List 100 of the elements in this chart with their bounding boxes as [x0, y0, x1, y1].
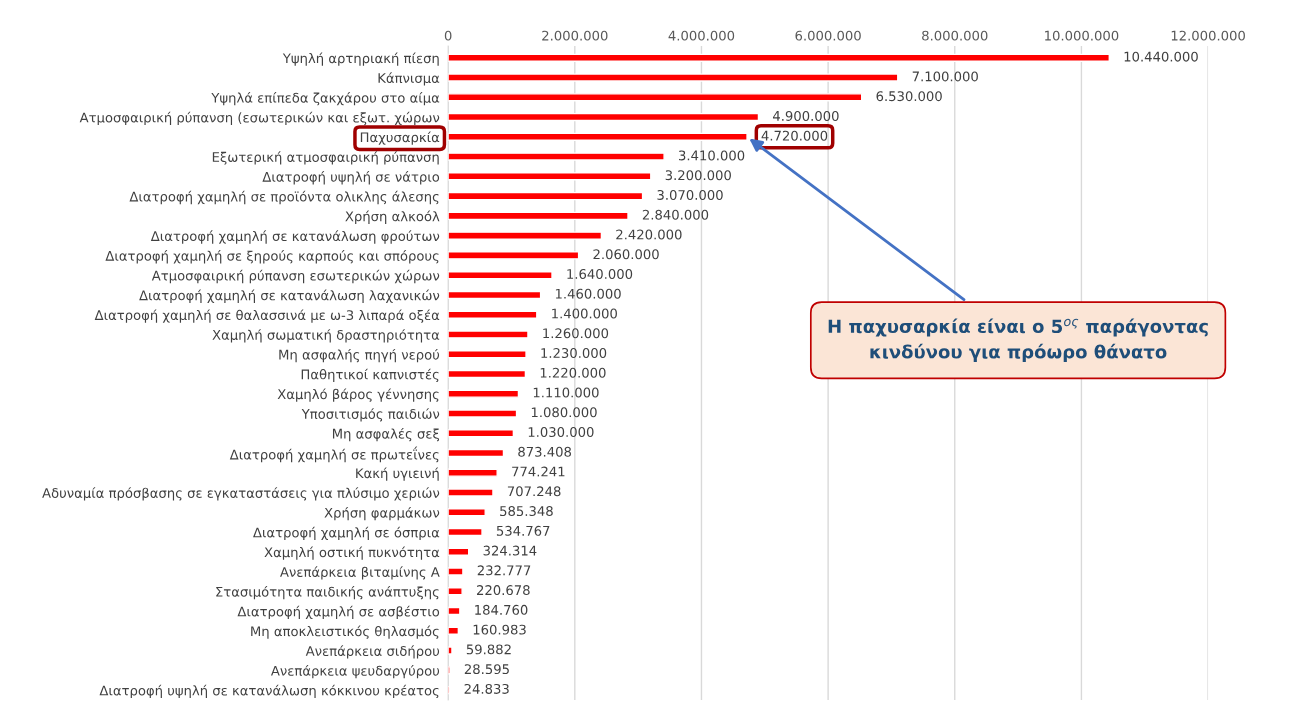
y-tick-label: Διατροφή χαμηλή σε ασβέστιο — [237, 605, 440, 620]
x-tick-label: 10.000.000 — [1045, 30, 1119, 41]
y-tick-label: Χαμηλό βάρος γέννησης — [277, 388, 439, 402]
bar — [448, 330, 529, 339]
data-label: 707.248 — [507, 486, 561, 497]
data-label: 160.983 — [473, 624, 526, 635]
data-label: 28.595 — [464, 664, 509, 675]
bar — [448, 448, 505, 458]
y-tick-label: Ανεπάρκεια ψευδαργύρου — [270, 665, 440, 679]
bar — [448, 152, 665, 161]
bar — [448, 231, 603, 240]
bar — [448, 191, 644, 201]
data-label: 1.220.000 — [540, 367, 606, 378]
data-label: 534.767 — [496, 525, 550, 536]
bar — [448, 468, 498, 477]
data-label: 3.200.000 — [665, 170, 731, 181]
y-tick-label: Αδυναμία πρόσβασης σε εγκαταστάσεις για πλύσιμο χεριών — [42, 487, 440, 501]
bar — [448, 527, 483, 537]
bar — [448, 172, 652, 181]
bar — [448, 389, 520, 398]
bar — [448, 587, 463, 596]
y-tick-label: Στασιμότητα παιδικής ανάπτυξης — [216, 585, 439, 600]
data-label: 324.314 — [483, 545, 537, 556]
bar — [448, 409, 518, 418]
y-tick-label: Υψηλά επίπεδα ζακχάρου στο αίμα — [211, 92, 440, 106]
bar — [448, 310, 538, 319]
bar — [448, 112, 760, 122]
data-label: 59.882 — [466, 644, 511, 655]
y-tick-label: Υψηλή αρτηριακή πίεση — [282, 52, 439, 66]
y-tick-label: Διατροφή χαμηλή σε όσπρια — [253, 526, 440, 541]
x-tick-label: 8.000.000 — [922, 30, 988, 41]
bar — [448, 350, 527, 359]
y-tick-label: Ανεπάρκεια βιταμίνης Α — [280, 566, 440, 580]
bar — [448, 93, 863, 102]
y-tick-label: Μη ασφαλής πηγή νερού — [279, 348, 440, 363]
y-tick-label: Διατροφή χαμηλή σε κατανάλωση φρούτων — [150, 230, 440, 244]
y-tick-label: Χρήση αλκοόλ — [345, 210, 440, 224]
data-label: 24.833 — [464, 683, 509, 694]
annotation: Η παχυσαρκία είναι ο 5$^{ος}$ παράγοντας κινδύνου για πρόωρο θάνατο — [828, 318, 1208, 363]
data-label: 4.900.000 — [772, 110, 839, 121]
y-tick-label: Υποσιτισμός παιδιών — [301, 408, 440, 422]
data-label: 585.348 — [500, 506, 553, 517]
bar — [448, 626, 460, 635]
y-tick-label: Παθητικοί καπνιστές — [301, 368, 439, 382]
data-label: 1.030.000 — [528, 427, 594, 438]
y-tick-label: Μη ασφαλές σεξ — [332, 427, 440, 442]
y-tick-label: Διατροφή υψηλή σε νάτριο — [262, 171, 440, 185]
bar — [448, 508, 486, 517]
bar — [448, 132, 748, 141]
y-tick-label: Εξωτερική ατμοσφαιρική ρύπανση — [212, 151, 439, 165]
y-tick-label: Ατμοσφαιρική ρύπανση εσωτερικών χώρων — [151, 269, 440, 284]
y-tick-label: Διατροφή χαμηλή σε πρωτεΐνες — [229, 446, 439, 463]
data-label: 873.408 — [518, 446, 572, 457]
data-label: 232.777 — [477, 565, 531, 576]
y-tick-label: Διατροφή χαμηλή σε θαλασσινά με ω-3 λιπαρά οξέα — [94, 309, 440, 323]
data-label: 220.678 — [476, 585, 530, 596]
x-tick-label: 12.000.000 — [1171, 30, 1245, 41]
data-label: 1.230.000 — [541, 348, 607, 358]
y-tick-label: Μη αποκλειστικός θηλασμός — [251, 625, 439, 639]
y-tick-label: Χρήση φαρμάκων — [324, 506, 440, 521]
data-label: 7.100.000 — [912, 71, 978, 82]
y-tick-label: Διατροφή υψηλή σε κατανάλωση κόκκινου κρέατος — [99, 684, 439, 699]
data-label: 1.080.000 — [531, 407, 597, 418]
data-label: 1.640.000 — [567, 268, 633, 279]
x-tick-label: 0 — [444, 30, 452, 41]
data-label: 2.840.000 — [642, 209, 709, 220]
y-tick-label: Χαμηλή οστική πυκνότητα — [264, 546, 440, 560]
bar — [448, 211, 629, 221]
bar — [448, 73, 899, 82]
bar — [448, 488, 494, 497]
bar — [448, 251, 580, 260]
bar — [448, 270, 553, 280]
bar — [448, 547, 470, 556]
data-label: 2.420.000 — [616, 229, 682, 240]
data-label: 3.070.000 — [657, 189, 723, 200]
data-label: 1.110.000 — [533, 387, 599, 398]
data-label: 6.530.000 — [876, 91, 942, 102]
bar — [448, 606, 461, 616]
x-tick-label: 6.000.000 — [795, 30, 861, 41]
y-tick-label: Κάπνισμα — [378, 72, 440, 86]
bar — [448, 290, 542, 300]
y-tick-label: Διατροφή χαμηλή σε προϊόντα ολικλης άλεσης — [129, 190, 439, 205]
data-label: 184.760 — [475, 604, 528, 615]
bar — [448, 646, 453, 655]
bar — [448, 567, 464, 576]
data-label: 1.260.000 — [543, 328, 609, 339]
y-tick-label: Κακή υγιεινή — [356, 467, 439, 481]
x-tick-label: 2.000.000 — [542, 30, 608, 41]
data-label: 3.410.000 — [678, 150, 745, 161]
y-tick-label: Διατροφή χαμηλή σε ξηρούς καρπούς και σπόρους — [105, 250, 439, 264]
y-tick-label: Ανεπάρκεια σιδήρου — [305, 645, 440, 659]
y-tick-label: Παχυσαρκία — [360, 131, 440, 145]
bar — [448, 369, 527, 379]
y-tick-label: Χαμηλή σωματική δραστηριότητα — [212, 329, 440, 343]
data-label: 1.400.000 — [552, 308, 617, 319]
bar — [448, 53, 1110, 62]
data-label: 1.460.000 — [555, 288, 621, 299]
data-label: 2.060.000 — [593, 249, 659, 260]
bar — [448, 429, 515, 438]
y-tick-label: Διατροφή χαμηλή σε κατανάλωση λαχανικών — [139, 289, 440, 303]
